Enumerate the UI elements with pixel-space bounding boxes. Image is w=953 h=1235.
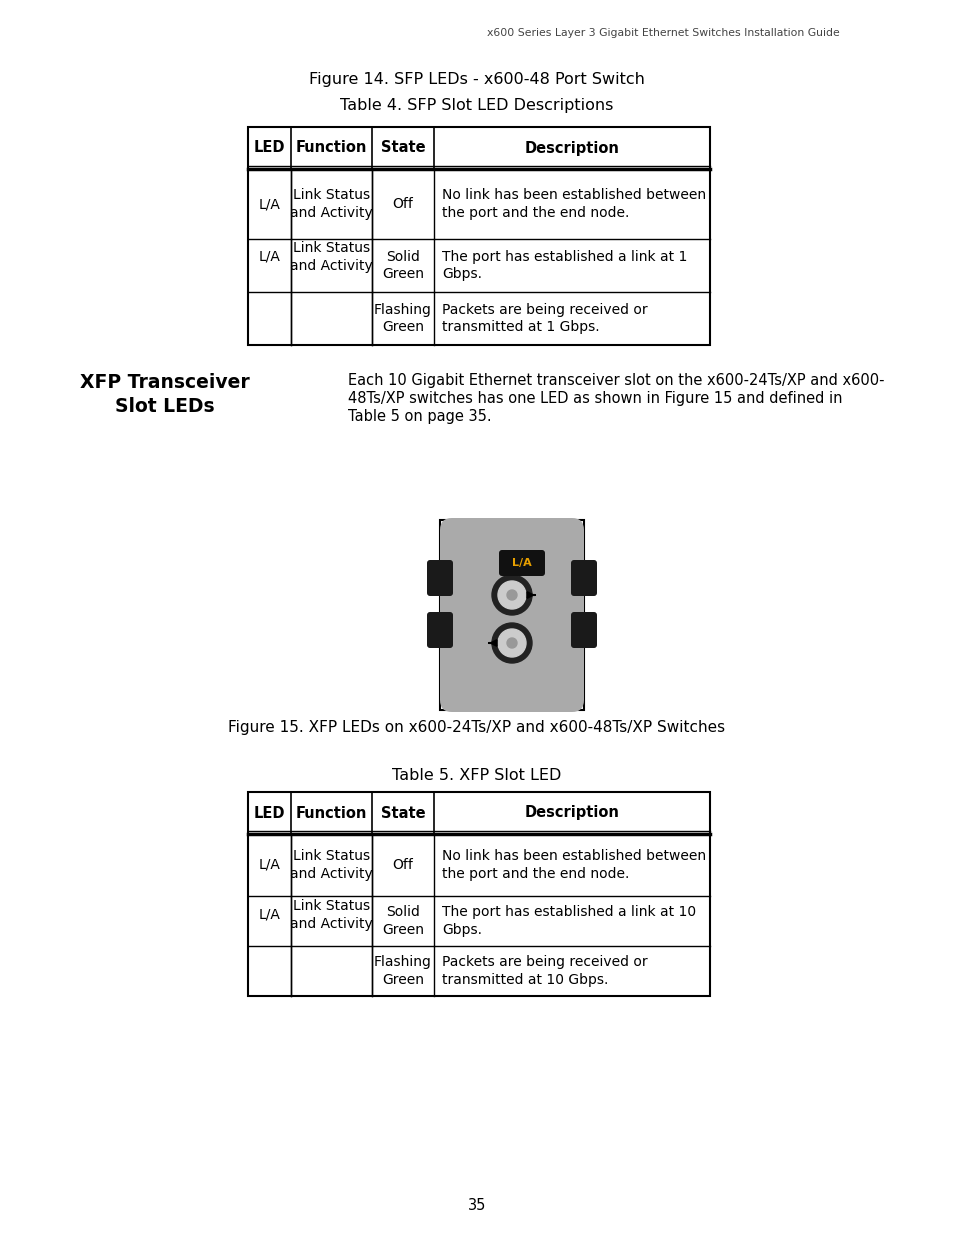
Text: Off: Off (392, 858, 413, 872)
Text: 35: 35 (467, 1198, 486, 1213)
Text: Packets are being received or
transmitted at 10 Gbps.: Packets are being received or transmitte… (442, 955, 647, 987)
Text: XFP Transceiver: XFP Transceiver (80, 373, 250, 391)
FancyBboxPatch shape (498, 550, 544, 576)
Text: L/A: L/A (258, 198, 280, 211)
Circle shape (492, 622, 532, 663)
Circle shape (497, 629, 525, 657)
Text: State: State (380, 141, 425, 156)
FancyBboxPatch shape (427, 559, 453, 597)
Text: Slot LEDs: Slot LEDs (115, 396, 214, 416)
Text: No link has been established between
the port and the end node.: No link has been established between the… (442, 850, 705, 881)
Text: Description: Description (524, 805, 618, 820)
Text: L/A: L/A (258, 908, 280, 923)
Text: Description: Description (524, 141, 618, 156)
Text: State: State (380, 805, 425, 820)
Text: Link Status
and Activity: Link Status and Activity (290, 188, 373, 220)
Text: Link Status
and Activity: Link Status and Activity (290, 241, 373, 273)
Text: x600 Series Layer 3 Gigabit Ethernet Switches Installation Guide: x600 Series Layer 3 Gigabit Ethernet Swi… (487, 28, 840, 38)
Text: L/A: L/A (512, 558, 532, 568)
Bar (248, 792, 709, 995)
Text: Table 4. SFP Slot LED Descriptions: Table 4. SFP Slot LED Descriptions (340, 98, 613, 112)
Circle shape (492, 576, 532, 615)
Text: Table 5 on page 35.: Table 5 on page 35. (348, 409, 491, 424)
Bar (439, 520, 583, 710)
Text: Figure 15. XFP LEDs on x600-24Ts/XP and x600-48Ts/XP Switches: Figure 15. XFP LEDs on x600-24Ts/XP and … (228, 720, 725, 735)
Text: 48Ts/XP switches has one LED as shown in Figure 15 and defined in: 48Ts/XP switches has one LED as shown in… (348, 391, 841, 406)
Text: Flashing
Green: Flashing Green (374, 955, 432, 987)
Text: Each 10 Gigabit Ethernet transceiver slot on the x600-24Ts/XP and x600-: Each 10 Gigabit Ethernet transceiver slo… (348, 373, 883, 388)
Text: Link Status
and Activity: Link Status and Activity (290, 850, 373, 881)
Circle shape (506, 590, 517, 600)
Circle shape (497, 580, 525, 609)
Circle shape (506, 638, 517, 648)
Text: Off: Off (392, 198, 413, 211)
Text: Table 5. XFP Slot LED: Table 5. XFP Slot LED (392, 768, 561, 783)
Text: Function: Function (295, 141, 367, 156)
Text: Flashing
Green: Flashing Green (374, 303, 432, 335)
Text: Figure 14. SFP LEDs - x600-48 Port Switch: Figure 14. SFP LEDs - x600-48 Port Switc… (309, 72, 644, 86)
Text: LED: LED (253, 805, 285, 820)
Text: No link has been established between
the port and the end node.: No link has been established between the… (442, 188, 705, 220)
Text: Function: Function (295, 805, 367, 820)
Text: LED: LED (253, 141, 285, 156)
Text: L/A: L/A (258, 858, 280, 872)
FancyBboxPatch shape (427, 613, 453, 648)
FancyBboxPatch shape (571, 559, 597, 597)
Text: Link Status
and Activity: Link Status and Activity (290, 899, 373, 931)
Text: Packets are being received or
transmitted at 1 Gbps.: Packets are being received or transmitte… (442, 303, 647, 335)
Text: The port has established a link at 1
Gbps.: The port has established a link at 1 Gbp… (442, 249, 687, 282)
Text: Solid
Green: Solid Green (381, 249, 423, 282)
Text: L/A: L/A (258, 249, 280, 264)
Text: Solid
Green: Solid Green (381, 905, 423, 937)
FancyBboxPatch shape (571, 613, 597, 648)
Bar (248, 127, 709, 345)
FancyBboxPatch shape (439, 517, 583, 713)
Text: The port has established a link at 10
Gbps.: The port has established a link at 10 Gb… (442, 905, 696, 937)
